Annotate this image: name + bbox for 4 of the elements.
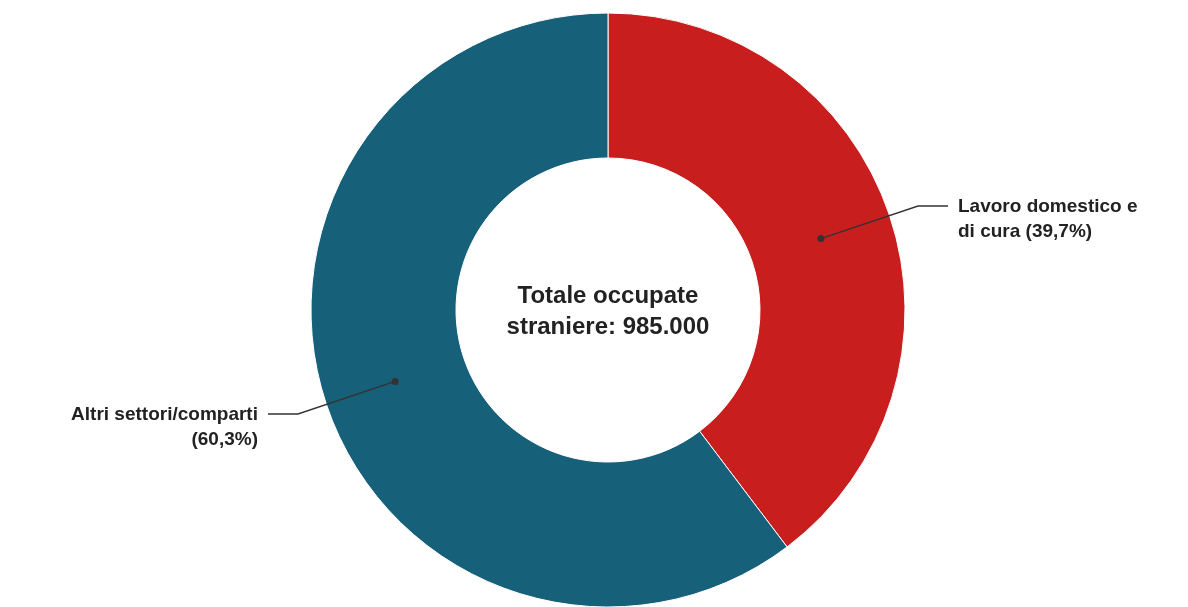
slice-label: Altri settori/comparti — [71, 402, 258, 424]
text: Totale occupate straniere: 985.000 — [506, 280, 710, 339]
slice-label: Lavoro domestico e di cura (39,7%) — [958, 195, 1138, 241]
data-label: (60,3%) — [191, 427, 258, 449]
